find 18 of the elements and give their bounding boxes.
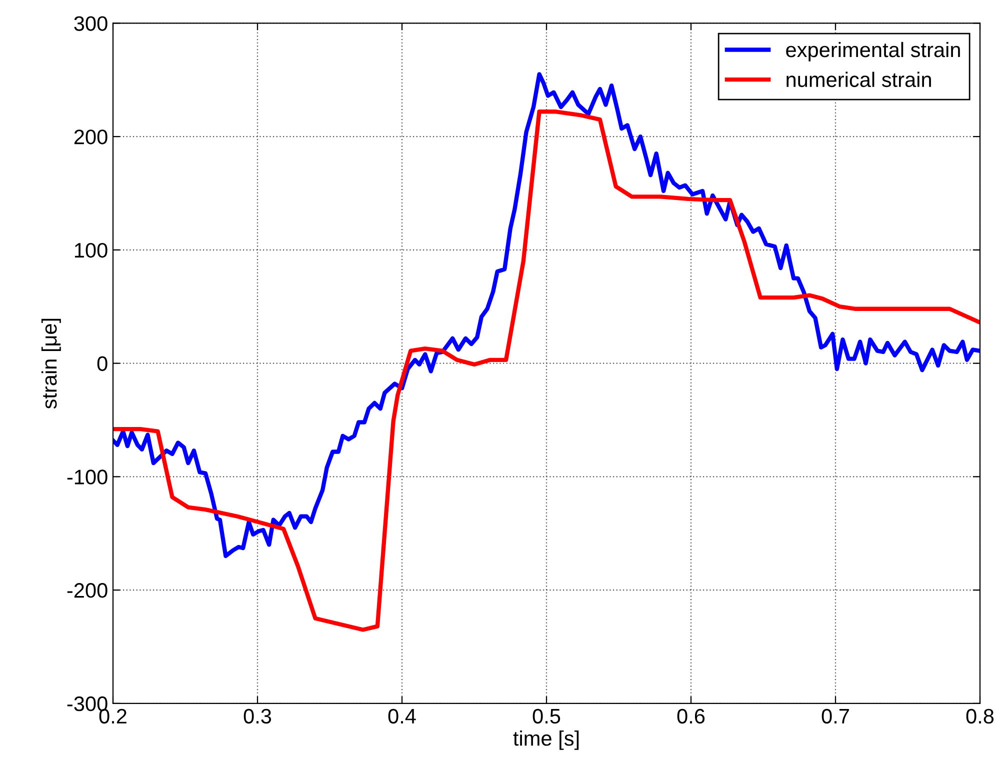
y-axis-title: strain [μe] xyxy=(41,318,61,409)
x-tick-label: 0.5 xyxy=(532,708,560,724)
x-axis-title: time [s] xyxy=(513,730,579,750)
legend-label: experimental strain xyxy=(786,42,960,62)
y-tick-label: 200 xyxy=(74,130,108,144)
y-tick-label: 300 xyxy=(74,16,108,31)
legend-label: numerical strain xyxy=(786,72,931,88)
x-tick-label: 0.3 xyxy=(244,708,272,724)
x-tick-label: 0.8 xyxy=(966,708,994,724)
x-tick-label: 0.4 xyxy=(388,708,416,724)
y-tick-label: -200 xyxy=(67,583,108,598)
y-tick-label: 100 xyxy=(74,242,108,258)
line-series xyxy=(113,72,980,558)
y-tick-label: 0 xyxy=(97,356,108,372)
x-tick-label: 0.6 xyxy=(677,708,705,724)
y-tick-label: -100 xyxy=(67,470,108,484)
x-tick-label: 0.7 xyxy=(822,708,849,724)
line-series xyxy=(113,110,980,632)
